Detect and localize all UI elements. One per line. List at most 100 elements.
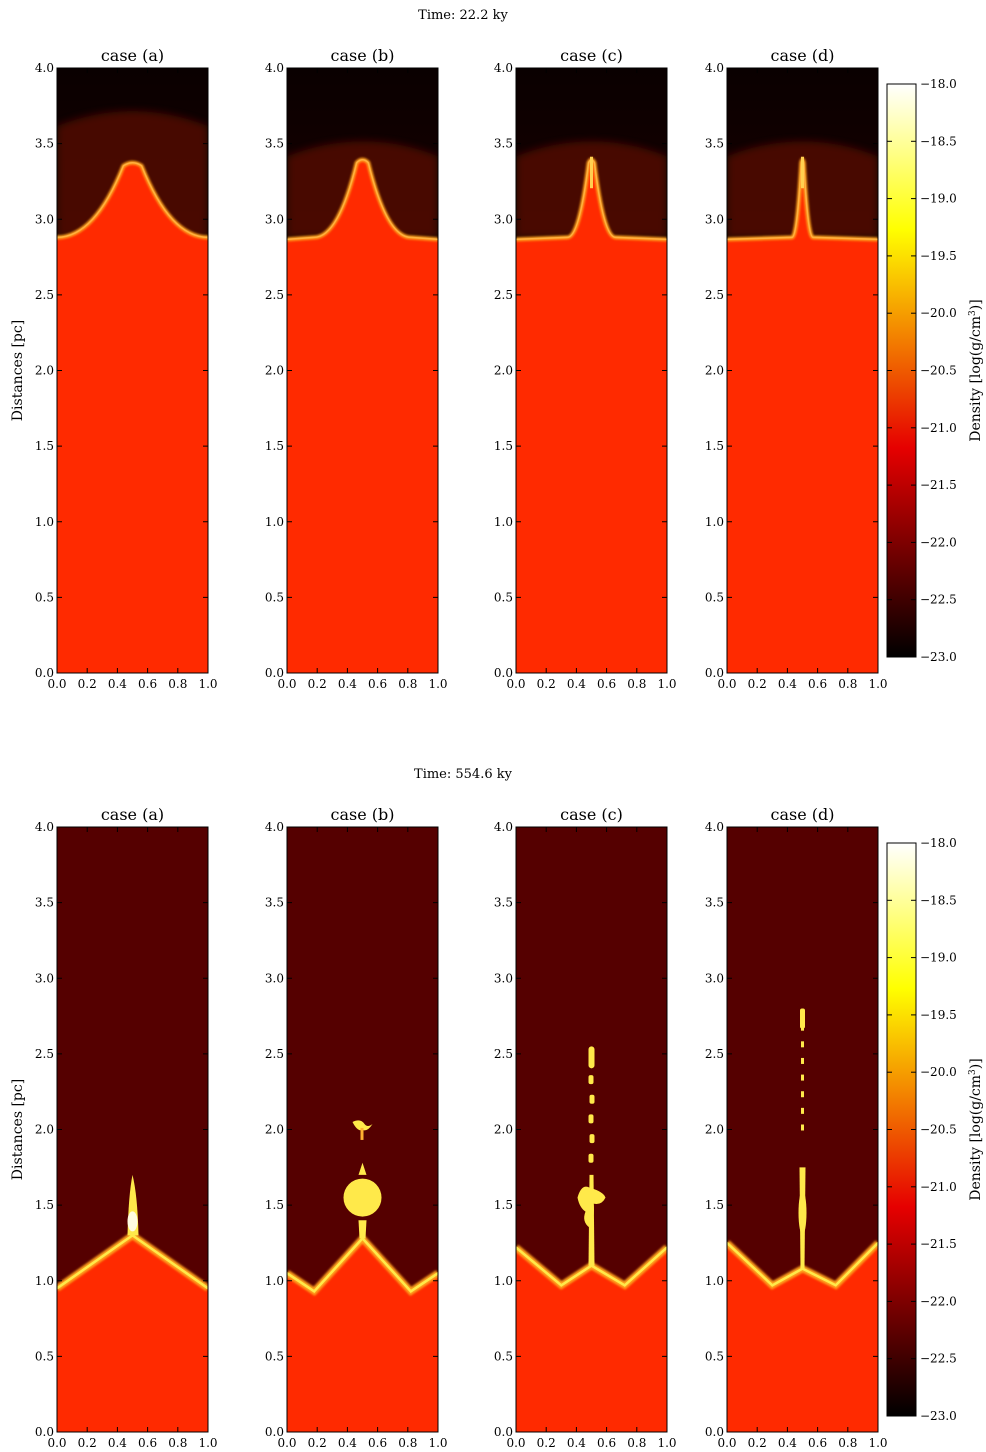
x-tick-label: 0.8 bbox=[838, 1436, 857, 1450]
x-tick-label: 0.6 bbox=[808, 677, 827, 691]
dense-blob bbox=[343, 1178, 382, 1217]
x-tick-label: 0.8 bbox=[168, 677, 187, 691]
y-tick-label: 2.0 bbox=[494, 364, 513, 378]
dense-clump bbox=[801, 1091, 804, 1098]
panel-title: case (a) bbox=[101, 46, 164, 65]
heatmap-panel bbox=[286, 826, 439, 1433]
y-tick-label: 1.0 bbox=[35, 1274, 54, 1288]
x-tick-label: 0.0 bbox=[277, 1436, 296, 1450]
y-tick-label: 0.5 bbox=[35, 590, 54, 604]
panel-title: case (c) bbox=[560, 805, 623, 824]
spike-tip bbox=[801, 156, 804, 189]
y-tick-label: 1.0 bbox=[35, 515, 54, 529]
panel-axes: 0.0 0.5 1.0 1.5 2.0 2.5 3.0 3.5 4.0 0.0 0.2 0.4 0.6 0… bbox=[705, 61, 888, 691]
colorbar-tick-label: −20.0 bbox=[920, 306, 957, 320]
cloud-body bbox=[287, 159, 438, 673]
colorbar-tick-label: −23.0 bbox=[920, 650, 957, 664]
colorbar-tick-label: −18.5 bbox=[920, 893, 957, 907]
x-tick-label: 0.6 bbox=[368, 1436, 387, 1450]
dense-clump bbox=[589, 1094, 595, 1104]
y-tick-label: 0.5 bbox=[265, 1349, 284, 1363]
x-tick-label: 1.0 bbox=[657, 677, 676, 691]
x-tick-label: 0.2 bbox=[537, 677, 556, 691]
x-tick-label: 0.0 bbox=[47, 677, 66, 691]
y-tick-label: 0.0 bbox=[35, 666, 54, 680]
colorbar-tick-label: −18.5 bbox=[920, 134, 957, 148]
colorbar-label: Density [log(g/cm3)] bbox=[968, 299, 984, 441]
x-tick-label: 0.4 bbox=[567, 1436, 586, 1450]
x-tick-label: 0.4 bbox=[108, 1436, 127, 1450]
y-tick-label: 4.0 bbox=[494, 820, 513, 834]
y-tick-label: 0.0 bbox=[494, 666, 513, 680]
y-tick-label: 2.0 bbox=[705, 364, 724, 378]
x-tick-label: 0.4 bbox=[108, 677, 127, 691]
x-tick-label: 0.6 bbox=[368, 677, 387, 691]
y-tick-label: 2.5 bbox=[265, 1047, 284, 1061]
dense-column-top bbox=[800, 1008, 805, 1029]
dense-clump bbox=[589, 1134, 595, 1144]
y-tick-label: 3.0 bbox=[494, 212, 513, 226]
dense-blob bbox=[577, 1186, 606, 1228]
colorbar-tick-label: −22.5 bbox=[920, 593, 957, 607]
y-tick-label: 3.0 bbox=[494, 971, 513, 985]
colorbar-tick-label: −22.0 bbox=[920, 1294, 957, 1308]
y-tick-label: 3.5 bbox=[35, 137, 54, 151]
x-tick-label: 0.8 bbox=[838, 677, 857, 691]
heatmap-panel bbox=[286, 67, 439, 674]
cloud-body bbox=[57, 162, 208, 673]
y-tick-label: 0.5 bbox=[494, 590, 513, 604]
panel-title: case (c) bbox=[560, 46, 623, 65]
dense-clump bbox=[588, 1153, 594, 1163]
y-axis-label: Distances [pc] bbox=[10, 320, 26, 421]
x-tick-label: 0.6 bbox=[138, 677, 157, 691]
heatmap-panel bbox=[726, 826, 879, 1433]
panel-axes: 0.0 0.5 1.0 1.5 2.0 2.5 3.0 3.5 4.0 0.0 0.2 0.4 0.6 0… bbox=[494, 820, 677, 1450]
colorbar-tick-label: −23.0 bbox=[920, 1409, 957, 1423]
shell-front-core bbox=[287, 159, 438, 241]
y-tick-label: 0.0 bbox=[494, 1425, 513, 1439]
cloud-body bbox=[727, 159, 878, 673]
y-tick-label: 0.0 bbox=[265, 1425, 284, 1439]
colorbar-tick-label: −20.0 bbox=[920, 1065, 957, 1079]
x-tick-label: 1.0 bbox=[198, 677, 217, 691]
cloud-body bbox=[57, 1235, 208, 1432]
x-tick-label: 0.4 bbox=[778, 1436, 797, 1450]
figure-title: Time: 554.6 ky bbox=[414, 767, 513, 782]
y-tick-label: 1.0 bbox=[705, 515, 724, 529]
shell-front-core bbox=[516, 1246, 667, 1287]
colorbar-tick-label: −22.5 bbox=[920, 1352, 957, 1366]
dense-core bbox=[127, 1211, 138, 1232]
y-tick-label: 3.0 bbox=[265, 212, 284, 226]
y-tick-label: 2.0 bbox=[265, 364, 284, 378]
dense-cap bbox=[352, 1120, 373, 1131]
dense-clump bbox=[588, 1075, 594, 1085]
x-tick-label: 1.0 bbox=[428, 1436, 447, 1450]
y-tick-label: 0.5 bbox=[265, 590, 284, 604]
x-tick-label: 1.0 bbox=[868, 677, 887, 691]
y-tick-label: 2.5 bbox=[35, 288, 54, 302]
y-tick-label: 3.5 bbox=[705, 896, 724, 910]
y-tick-label: 2.0 bbox=[35, 1123, 54, 1137]
x-tick-label: 0.0 bbox=[277, 677, 296, 691]
shell-front-core bbox=[57, 1233, 208, 1290]
y-tick-label: 1.0 bbox=[265, 515, 284, 529]
x-tick-label: 0.8 bbox=[168, 1436, 187, 1450]
panel-axes: 0.0 0.5 1.0 1.5 2.0 2.5 3.0 3.5 4.0 0.0 0.2 0.4 0.6 0… bbox=[35, 820, 218, 1450]
colorbar-label: Density [log(g/cm3)] bbox=[968, 1058, 984, 1200]
x-tick-label: 0.2 bbox=[308, 1436, 327, 1450]
y-tick-label: 0.5 bbox=[705, 590, 724, 604]
dense-clump bbox=[801, 1074, 804, 1081]
panel-axes: 0.0 0.5 1.0 1.5 2.0 2.5 3.0 3.5 4.0 0.0 0.2 0.4 0.6 0… bbox=[705, 820, 888, 1450]
y-tick-label: 0.5 bbox=[35, 1349, 54, 1363]
dense-clump bbox=[588, 1114, 594, 1124]
y-tick-label: 1.0 bbox=[494, 515, 513, 529]
y-tick-label: 4.0 bbox=[35, 61, 54, 75]
y-tick-label: 0.0 bbox=[705, 1425, 724, 1439]
dense-column bbox=[358, 1220, 367, 1239]
y-tick-label: 0.0 bbox=[705, 666, 724, 680]
y-tick-label: 1.5 bbox=[705, 439, 724, 453]
x-tick-label: 1.0 bbox=[868, 1436, 887, 1450]
panel-title: case (b) bbox=[331, 805, 395, 824]
y-tick-label: 2.0 bbox=[35, 364, 54, 378]
y-tick-label: 3.5 bbox=[705, 137, 724, 151]
